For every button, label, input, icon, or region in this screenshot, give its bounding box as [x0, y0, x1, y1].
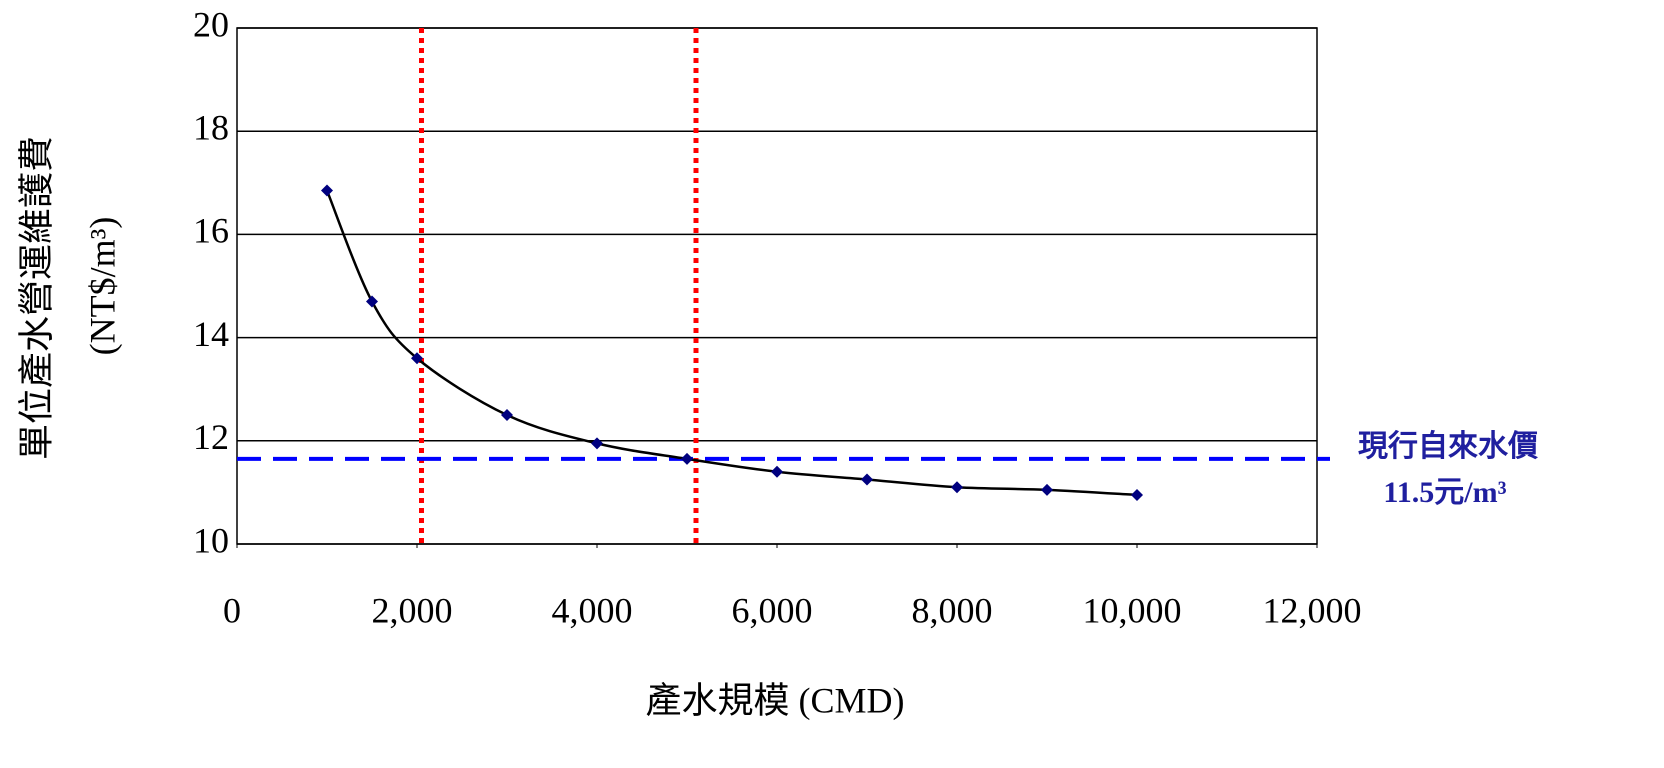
y-tick-label: 10 — [193, 520, 229, 560]
annotation: 現行自來水價 — [1358, 430, 1538, 463]
page: 產水規模 (CMD) 單位產水營運維護費 (NT$/m³) 10 12 14 16 18… — [0, 0, 1664, 768]
annotation: 11.5元/m³ — [1383, 476, 1506, 509]
y-tick-label: 20 — [193, 4, 229, 44]
y-tick-label: 18 — [193, 107, 229, 147]
y-axis-title: 單位產水營運維護費 — [16, 136, 56, 460]
x-tick-label: 2,000 — [372, 590, 453, 630]
x-tick-label: 10,000 — [1083, 590, 1182, 630]
x-tick-label: 12,000 — [1263, 590, 1362, 630]
chart: 產水規模 (CMD) 單位產水營運維護費 (NT$/m³) 10 12 14 16 18… — [0, 0, 1664, 763]
x-tick-label: 6,000 — [732, 590, 813, 630]
x-axis-title: 產水規模 (CMD) — [646, 680, 905, 720]
x-tick-label: 4,000 — [552, 590, 633, 630]
y-axis-title: (NT$/m³) — [82, 217, 122, 356]
y-tick-label: 12 — [193, 417, 229, 457]
y-tick-label: 16 — [193, 211, 229, 251]
x-tick-label: 8,000 — [912, 590, 993, 630]
x-tick-label: 0 — [223, 590, 241, 630]
y-tick-label: 14 — [193, 314, 229, 354]
